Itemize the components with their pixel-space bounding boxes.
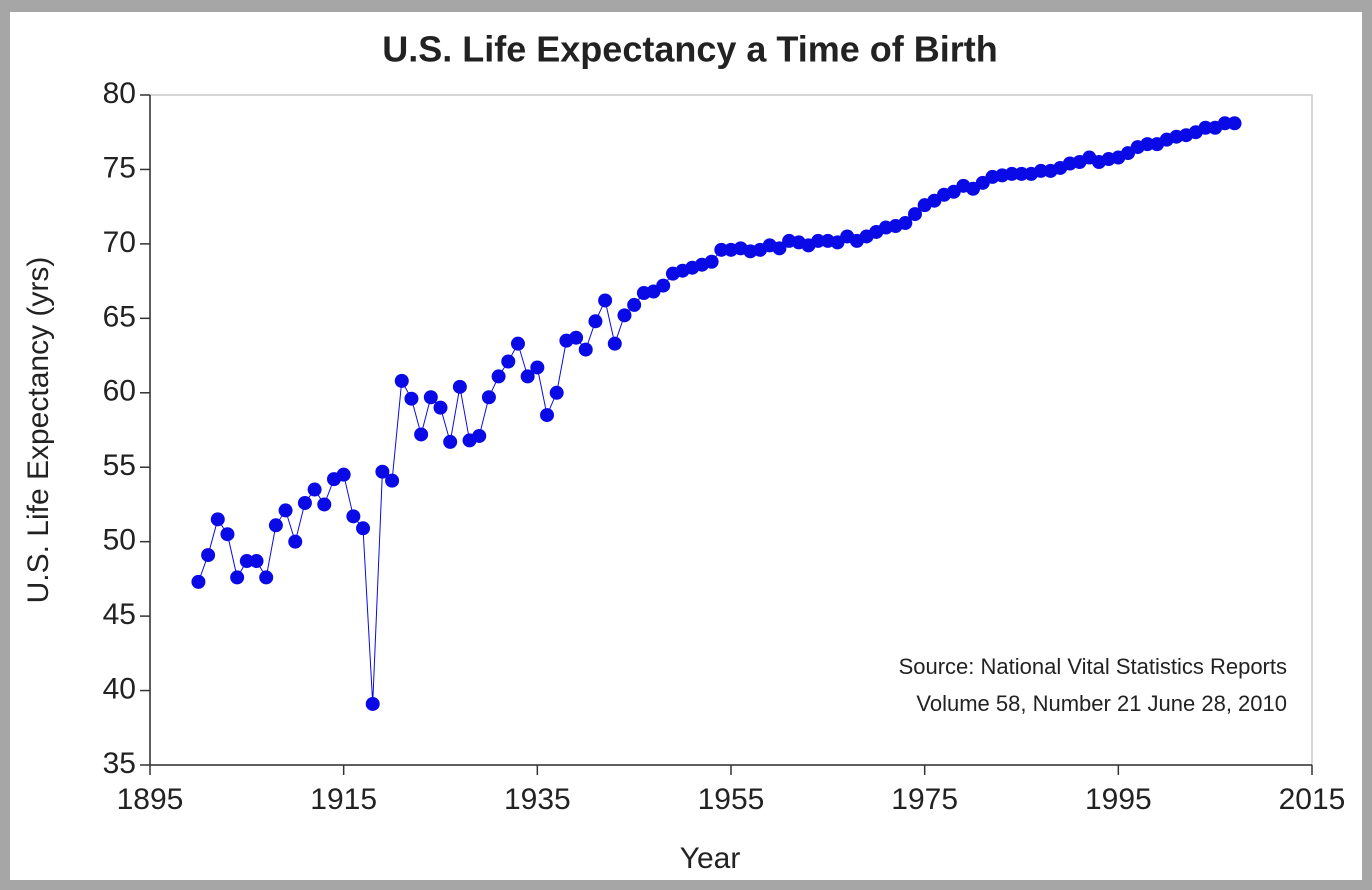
data-point: [210, 512, 225, 527]
data-point: [772, 241, 787, 256]
data-point: [201, 548, 216, 563]
data-point: [549, 385, 564, 400]
data-point: [656, 278, 671, 293]
data-point: [268, 518, 283, 533]
x-tick-label: 2015: [1279, 783, 1346, 816]
data-point: [336, 467, 351, 482]
data-point: [423, 390, 438, 405]
x-tick-label: 1975: [891, 783, 958, 816]
data-point: [317, 497, 332, 512]
y-axis-label: U.S. Life Expectancy (yrs): [22, 257, 55, 604]
y-tick-label: 70: [103, 226, 136, 259]
y-tick-label: 40: [103, 672, 136, 705]
data-point: [627, 297, 642, 312]
y-tick-label: 35: [103, 747, 136, 780]
data-point: [385, 473, 400, 488]
x-tick-label: 1915: [310, 783, 377, 816]
y-tick-label: 50: [103, 524, 136, 557]
y-tick-label: 55: [103, 449, 136, 482]
x-axis-label: Year: [680, 842, 741, 875]
data-point: [569, 330, 584, 345]
data-point: [617, 308, 632, 323]
data-point: [443, 434, 458, 449]
data-point: [365, 696, 380, 711]
series-line: [197, 122, 1235, 704]
data-point: [540, 408, 555, 423]
y-tick-label: 75: [103, 151, 136, 184]
data-point: [481, 390, 496, 405]
data-point: [230, 570, 245, 585]
x-tick-label: 1895: [117, 783, 184, 816]
chart: U.S. Life Expectancy a Time of Birth Yea…: [22, 29, 1346, 875]
data-point: [1227, 116, 1242, 131]
y-tick-label: 60: [103, 375, 136, 408]
data-point: [414, 427, 429, 442]
data-point: [191, 574, 206, 589]
data-point: [607, 336, 622, 351]
data-point: [1217, 116, 1232, 131]
data-point: [510, 336, 525, 351]
data-point: [704, 254, 719, 269]
data-point: [452, 379, 467, 394]
data-point: [520, 369, 535, 384]
x-tick-label: 1955: [698, 783, 765, 816]
annotation: Volume 58, Number 21 June 28, 2010: [916, 691, 1287, 716]
data-point: [1014, 166, 1029, 181]
y-tick-label: 65: [103, 300, 136, 333]
data-point: [1033, 163, 1048, 178]
data-point: [578, 342, 593, 357]
chart-title: U.S. Life Expectancy a Time of Birth: [382, 29, 998, 70]
data-point: [501, 354, 516, 369]
data-point: [898, 216, 913, 231]
data-point: [811, 233, 826, 248]
data-point: [278, 503, 293, 518]
data-point: [404, 391, 419, 406]
data-point: [297, 495, 312, 510]
data-point: [1140, 137, 1155, 152]
data-point: [530, 360, 545, 375]
data-point: [288, 534, 303, 549]
data-point: [307, 482, 322, 497]
data-point: [220, 527, 235, 542]
data-point: [249, 554, 264, 569]
x-tick-label: 1995: [1085, 783, 1152, 816]
data-point: [714, 242, 729, 257]
data-point: [598, 293, 613, 308]
data-point: [433, 400, 448, 415]
chart-frame: U.S. Life Expectancy a Time of Birth Yea…: [10, 12, 1362, 880]
data-point: [259, 570, 274, 585]
data-point: [1198, 120, 1213, 135]
x-tick-label: 1935: [504, 783, 571, 816]
data-point: [907, 207, 922, 222]
data-point: [394, 373, 409, 388]
data-point: [346, 509, 361, 524]
data-point: [356, 521, 371, 536]
data-point: [491, 369, 506, 384]
y-tick-label: 80: [103, 77, 136, 110]
y-tick-label: 45: [103, 598, 136, 631]
data-point: [375, 464, 390, 479]
data-point: [239, 554, 254, 569]
data-point: [1004, 166, 1019, 181]
data-point: [588, 314, 603, 329]
annotation: Source: National Vital Statistics Report…: [899, 654, 1287, 679]
data-point: [472, 428, 487, 443]
